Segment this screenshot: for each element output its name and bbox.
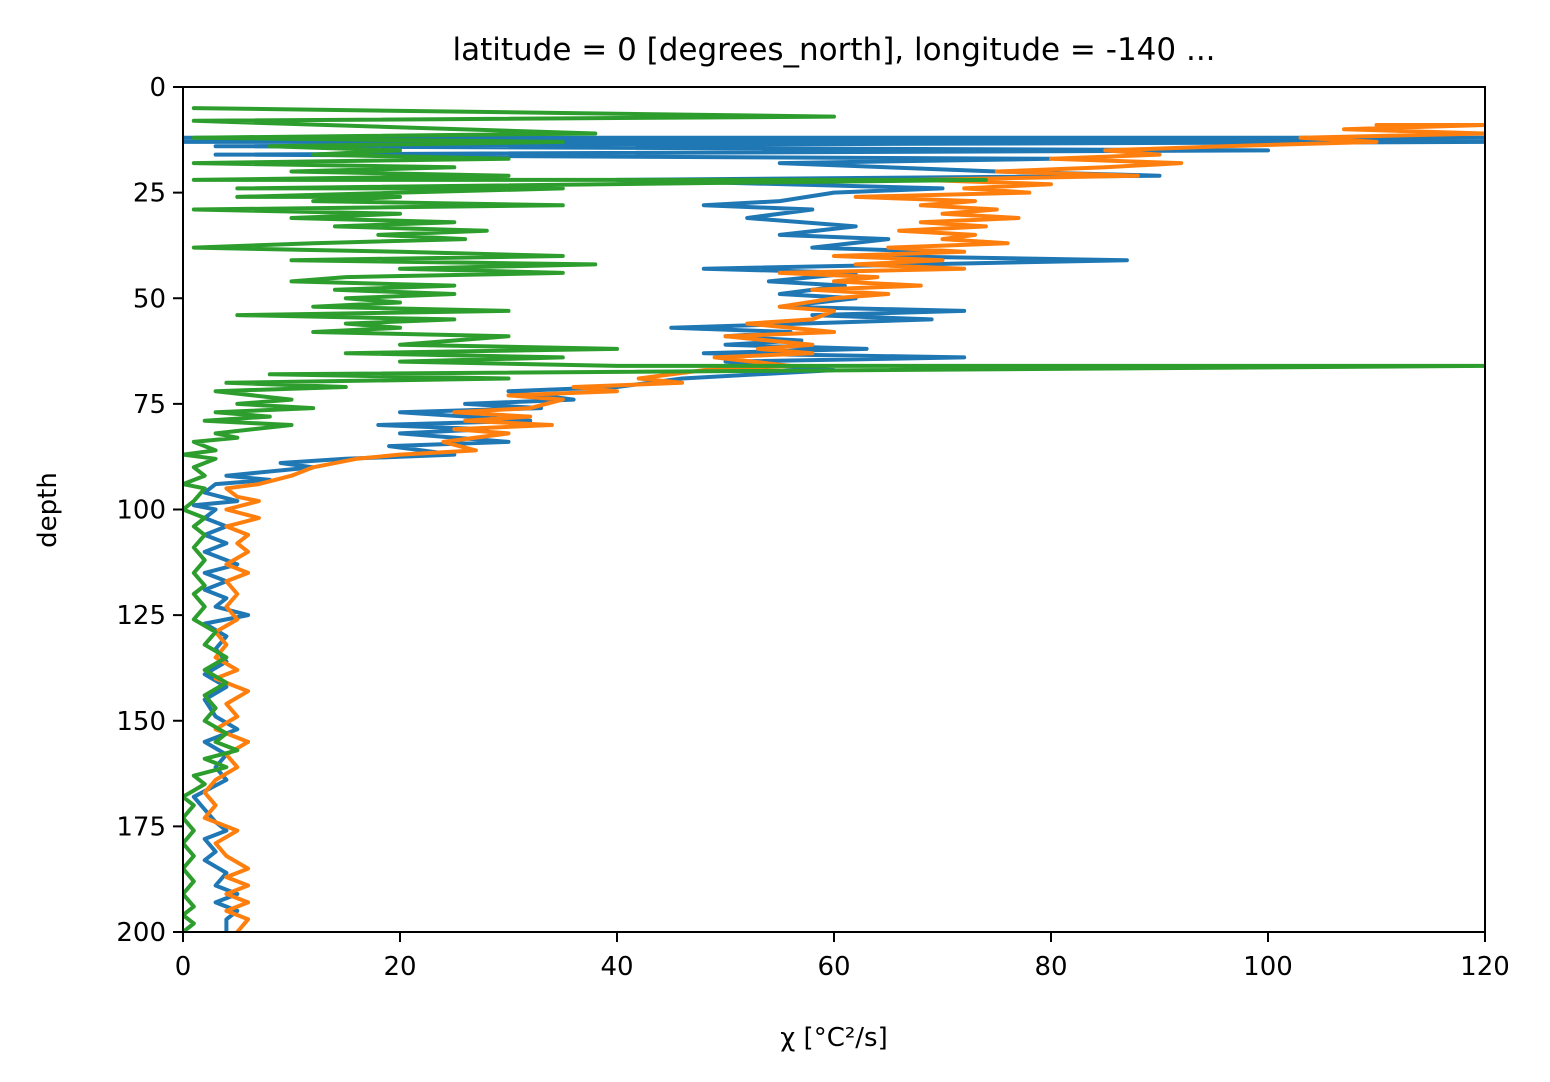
y-tick-label: 150: [116, 707, 166, 737]
chart-title: latitude = 0 [degrees_north], longitude …: [452, 32, 1215, 68]
y-axis-label: depth: [33, 472, 63, 548]
x-tick-label: 60: [817, 952, 850, 982]
series-line-1: [183, 135, 1485, 932]
x-tick-label: 100: [1243, 952, 1293, 982]
y-tick-label: 100: [116, 496, 166, 526]
y-axis: 0 25 50 75 100 125 150 175 200: [116, 73, 183, 948]
y-tick-label: 175: [116, 812, 166, 842]
x-axis: 0 20 40 60 80 100 120: [175, 932, 1510, 982]
series-group: [183, 106, 1485, 932]
x-tick-label: 80: [1034, 952, 1067, 982]
series-line-2: [202, 123, 1485, 932]
x-tick-label: 0: [175, 952, 192, 982]
y-tick-label: 50: [133, 284, 166, 314]
y-tick-label: 75: [133, 390, 166, 420]
x-axis-label: χ [°C²/s]: [780, 1023, 887, 1053]
y-tick-label: 200: [116, 918, 166, 948]
y-tick-label: 0: [149, 73, 166, 103]
x-tick-label: 20: [383, 952, 416, 982]
series-line-3: [183, 106, 1485, 932]
y-tick-label: 25: [133, 179, 166, 209]
x-tick-label: 120: [1460, 952, 1510, 982]
x-tick-label: 40: [600, 952, 633, 982]
y-tick-label: 125: [116, 601, 166, 631]
